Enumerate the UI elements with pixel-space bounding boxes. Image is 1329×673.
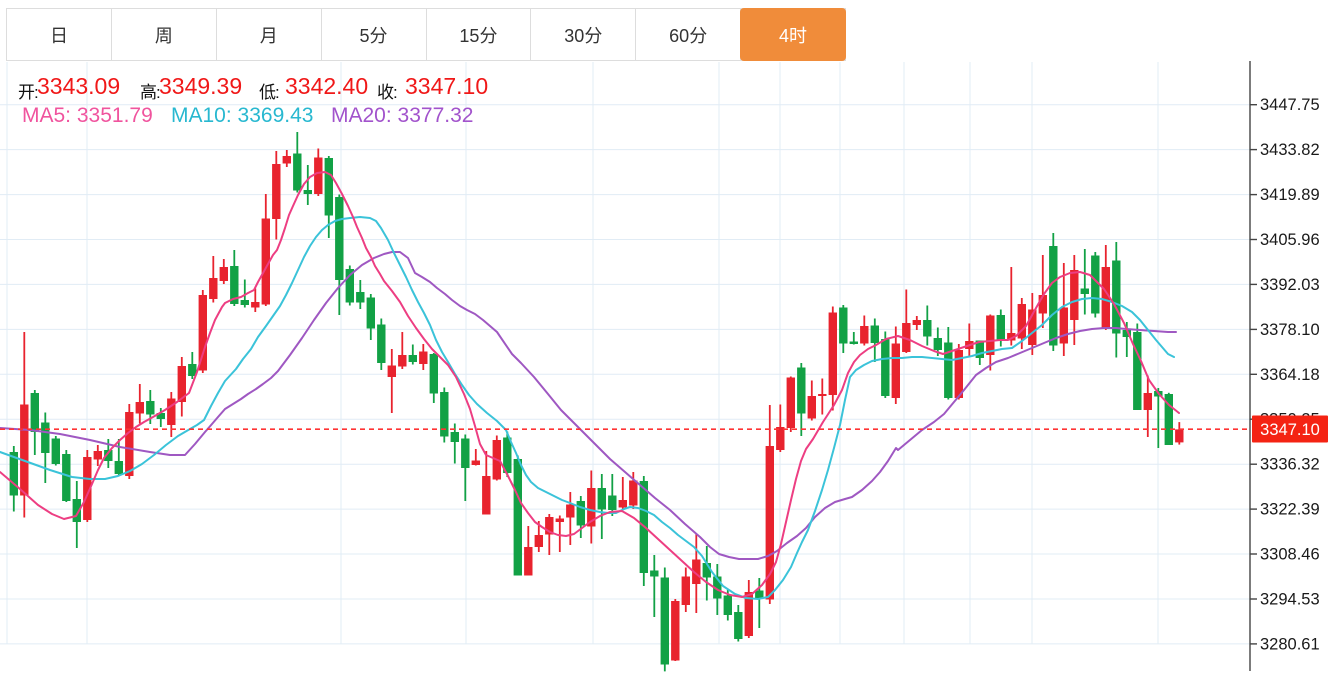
svg-text:3378.10: 3378.10 — [1260, 321, 1320, 339]
svg-text:3433.82: 3433.82 — [1260, 141, 1320, 159]
svg-text:3336.32: 3336.32 — [1260, 456, 1320, 474]
svg-text:3308.46: 3308.46 — [1260, 546, 1320, 564]
svg-text:3294.53: 3294.53 — [1260, 591, 1320, 609]
svg-text:3447.75: 3447.75 — [1260, 96, 1320, 114]
svg-text:3280.61: 3280.61 — [1260, 635, 1320, 653]
svg-text:3364.18: 3364.18 — [1260, 366, 1320, 384]
svg-text:3322.39: 3322.39 — [1260, 501, 1320, 519]
svg-text:3347.10: 3347.10 — [1260, 421, 1320, 439]
svg-text:3405.96: 3405.96 — [1260, 231, 1320, 249]
svg-text:3392.03: 3392.03 — [1260, 276, 1320, 294]
svg-text:3419.89: 3419.89 — [1260, 186, 1320, 204]
